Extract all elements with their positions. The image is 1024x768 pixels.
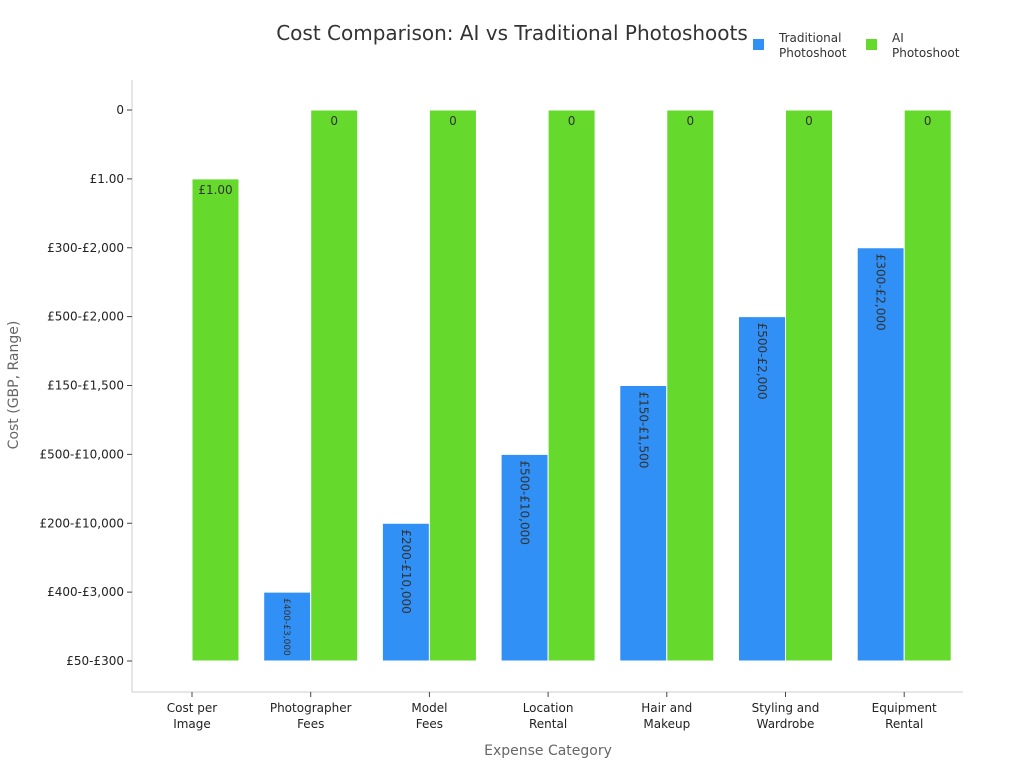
bar [191, 178, 240, 662]
y-axis-label: Cost (GBP, Range) [6, 321, 22, 450]
x-tick-label: Location Rental [523, 701, 574, 731]
bar-data-label: 0 [686, 114, 694, 128]
y-tick-label: £500-£2,000 [47, 310, 124, 324]
x-tick-label: Hair and Makeup [641, 701, 692, 731]
bar [547, 109, 596, 662]
y-tick-label: £1.00 [90, 172, 124, 186]
bar [856, 247, 905, 662]
bar [785, 109, 833, 662]
x-tick-label: Model Fees [411, 701, 447, 731]
bar-data-label: £400-£3,000 [281, 598, 291, 656]
y-tick-label: £50-£300 [66, 654, 124, 668]
x-axis-label: Expense Category [484, 743, 612, 759]
bar [310, 109, 359, 662]
legend-swatch [866, 39, 877, 50]
bar-data-label: 0 [568, 114, 576, 128]
bar-data-label: 0 [330, 114, 338, 128]
bar-data-label: £1.00 [198, 183, 232, 197]
legend-swatch [753, 39, 764, 50]
x-tick-label: Styling and Wardrobe [752, 701, 820, 731]
y-tick-label: 0 [116, 103, 124, 117]
y-tick-label: £400-£3,000 [47, 585, 124, 599]
bar [381, 522, 430, 662]
y-tick-label: £200-£10,000 [40, 516, 125, 530]
bar-data-label: £500-£2,000 [755, 323, 769, 400]
x-tick-label: Equipment Rental [872, 701, 937, 731]
y-tick-label: £300-£2,000 [47, 241, 124, 255]
bar-data-label: £300-£2,000 [874, 254, 888, 331]
chart-title: Cost Comparison: AI vs Traditional Photo… [276, 21, 748, 45]
legend-label: AI Photoshoot [892, 31, 960, 60]
x-axis-ticks: Cost per Image Photographer Fees Model Fees Lo… [167, 692, 937, 731]
bar [428, 109, 477, 662]
y-tick-label: £150-£1,500 [47, 379, 124, 393]
bar-labels: £400-£3,000 £200-£10,000 £500-£10,000 £150-… [198, 114, 931, 656]
bar-data-label: 0 [805, 114, 813, 128]
bar-data-label: £500-£10,000 [518, 460, 532, 545]
bar-data-label: 0 [449, 114, 457, 128]
x-tick-label: Cost per Image [167, 701, 217, 731]
bars [191, 109, 952, 662]
x-tick-label: Photographer Fees [270, 701, 352, 731]
chart-legend: Traditional Photoshoot AI Photoshoot [753, 31, 960, 60]
bar [500, 453, 549, 662]
bar-data-label: £200-£10,000 [399, 529, 413, 614]
bar [619, 385, 668, 662]
bar [903, 109, 952, 662]
y-tick-label: £500-£10,000 [40, 447, 125, 461]
legend-label: Traditional Photoshoot [778, 31, 847, 60]
bar [666, 109, 715, 662]
bar-data-label: 0 [924, 114, 932, 128]
bar-data-label: £150-£1,500 [636, 392, 650, 469]
y-axis-ticks: 0 £1.00 £300-£2,000 £500-£2,000 £150-£1,500 £… [40, 103, 132, 668]
